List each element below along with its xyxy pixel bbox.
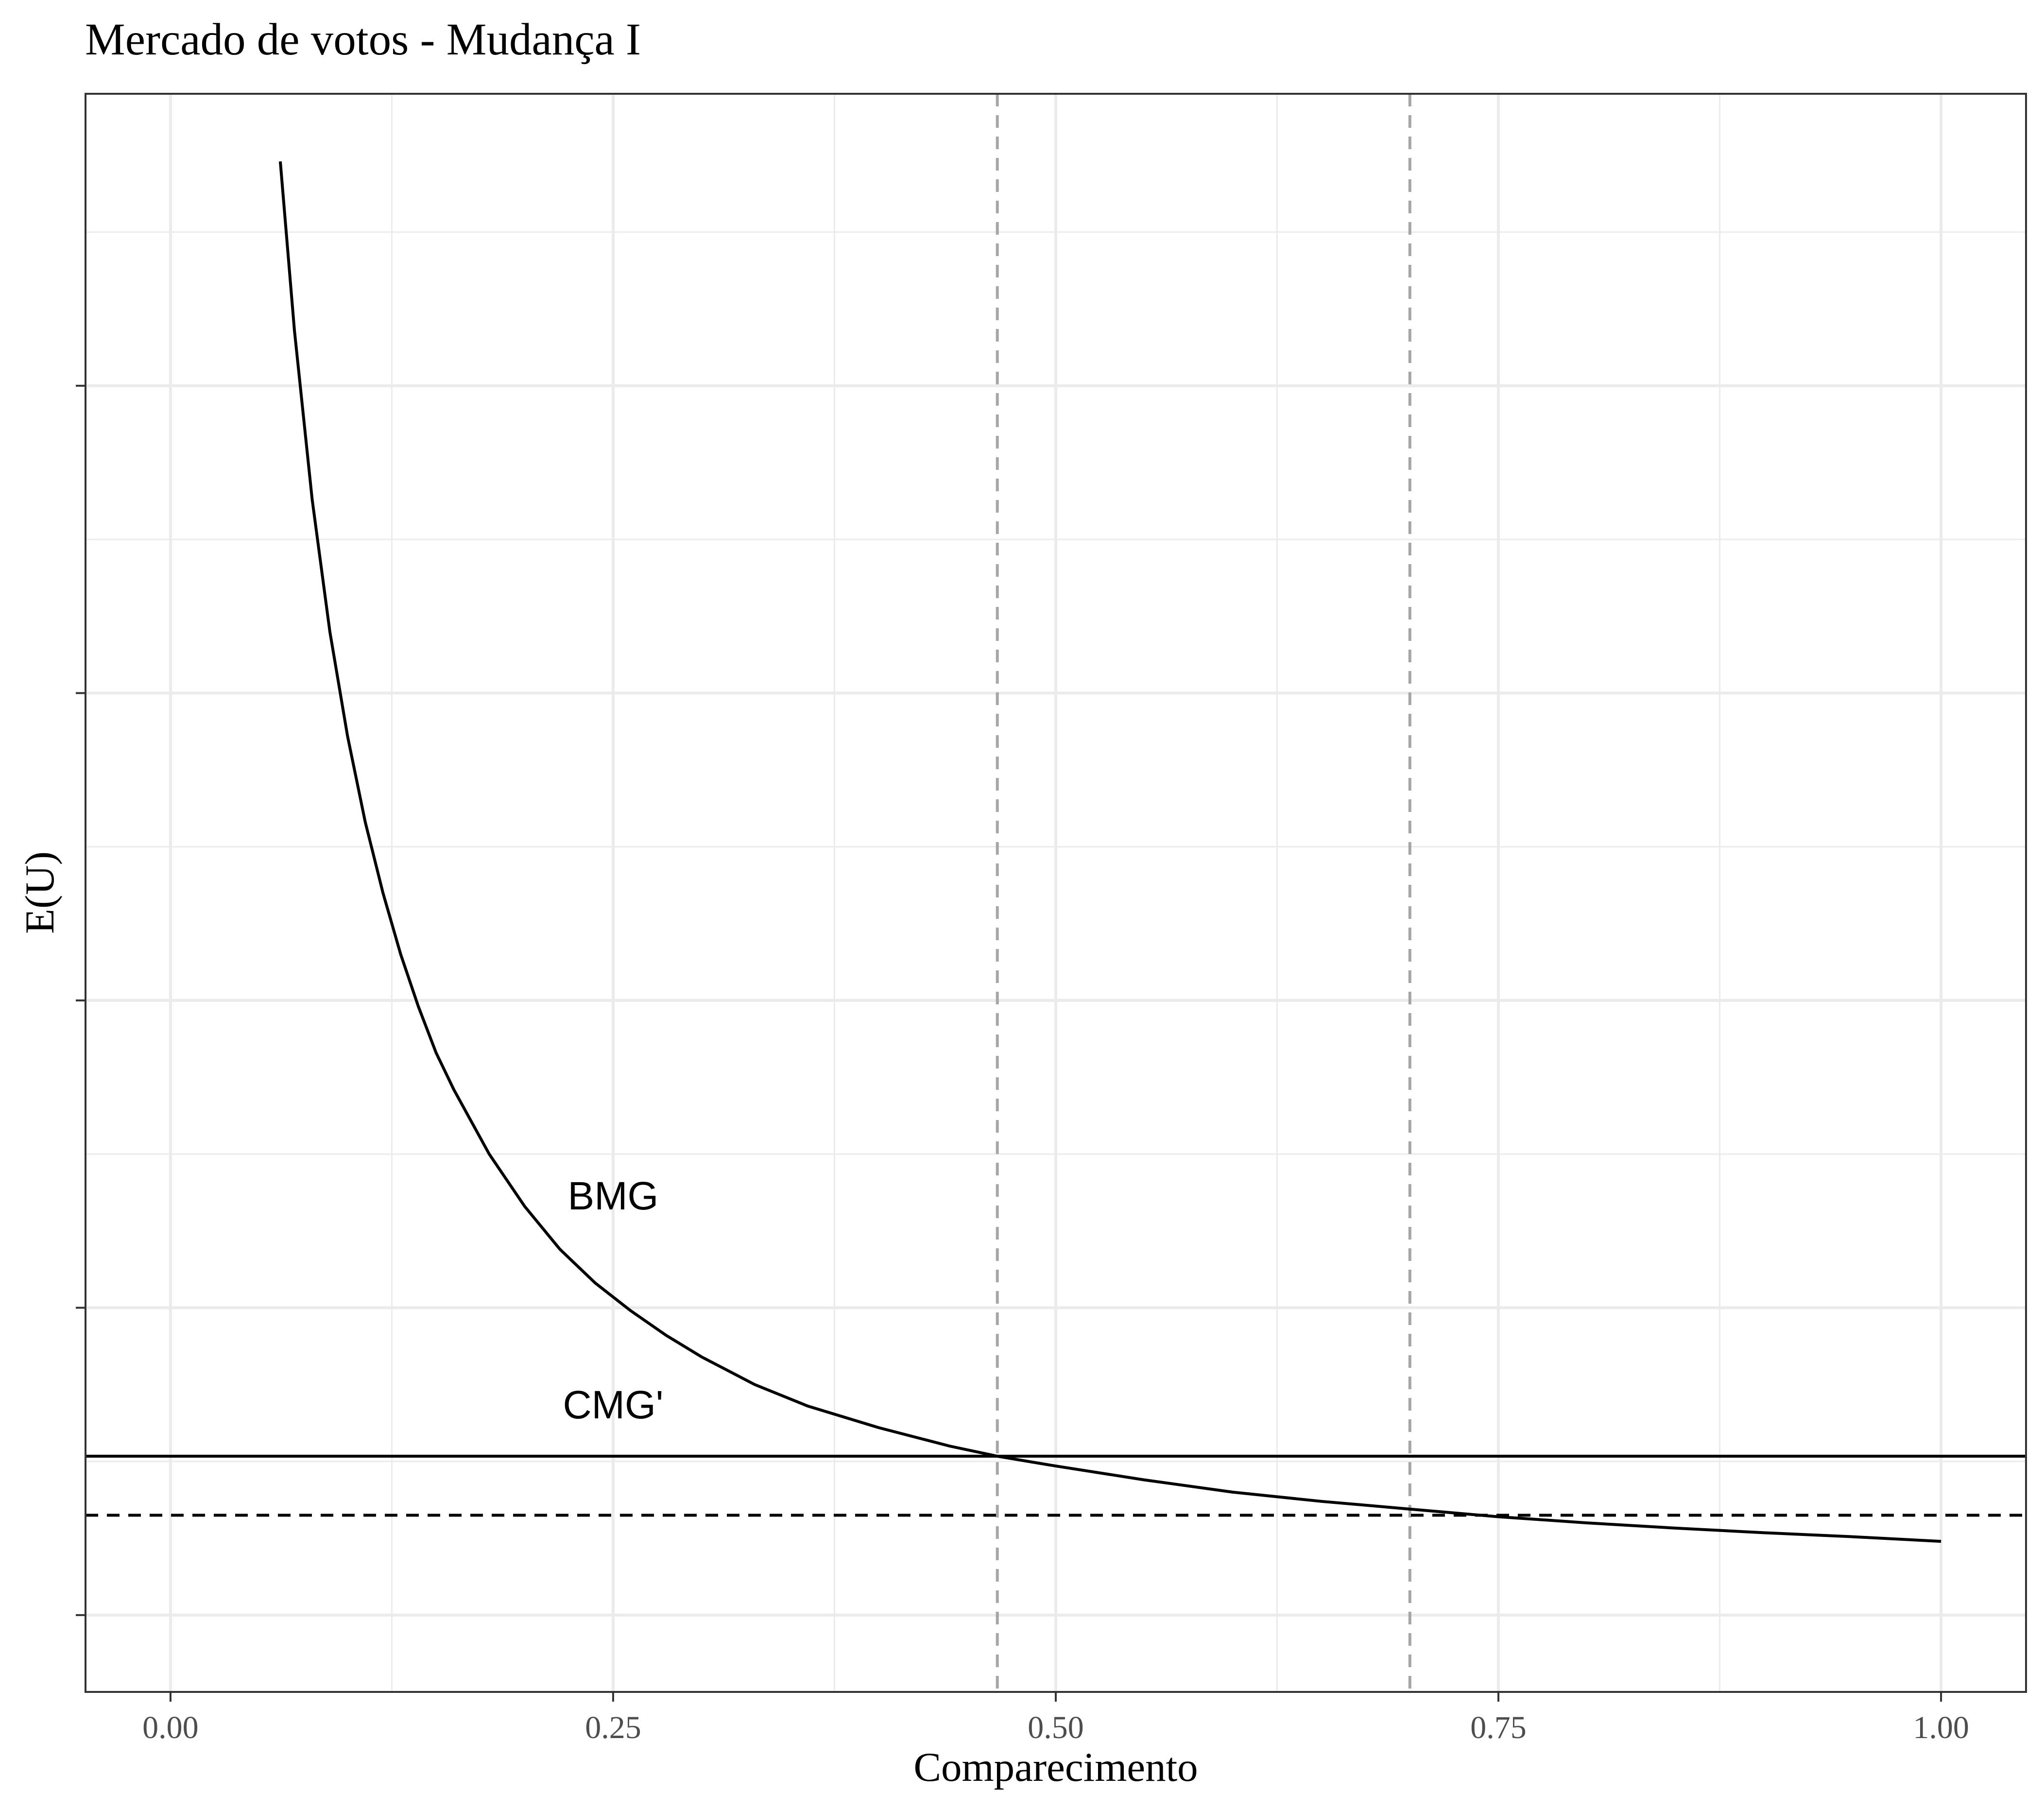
- annotation-label: CMG': [563, 1383, 663, 1427]
- x-tick-label: 0.50: [1028, 1710, 1084, 1745]
- annotation-label: BMG: [568, 1174, 659, 1218]
- x-axis-title: Comparecimento: [913, 1744, 1198, 1790]
- chart-title: Mercado de votos - Mudança I: [85, 15, 641, 65]
- x-axis: 0.00 0.25 0.50 0.75 1.00: [142, 1692, 1969, 1745]
- x-tick-label: 0.00: [142, 1710, 199, 1745]
- x-tick-label: 0.75: [1470, 1710, 1527, 1745]
- reference-horizontal-lines: [86, 1454, 2026, 1517]
- major-gridlines: [86, 94, 2026, 1692]
- y-axis-title: E(U): [17, 851, 63, 934]
- y-axis: [76, 384, 86, 1616]
- curve-line: [278, 161, 1941, 1543]
- x-tick-label: 1.00: [1913, 1710, 1969, 1745]
- x-tick-label: 0.25: [585, 1710, 641, 1745]
- curve-series: [278, 161, 1941, 1543]
- annotations: BMG CMG': [563, 1174, 663, 1427]
- reference-vertical-lines: [996, 94, 1411, 1692]
